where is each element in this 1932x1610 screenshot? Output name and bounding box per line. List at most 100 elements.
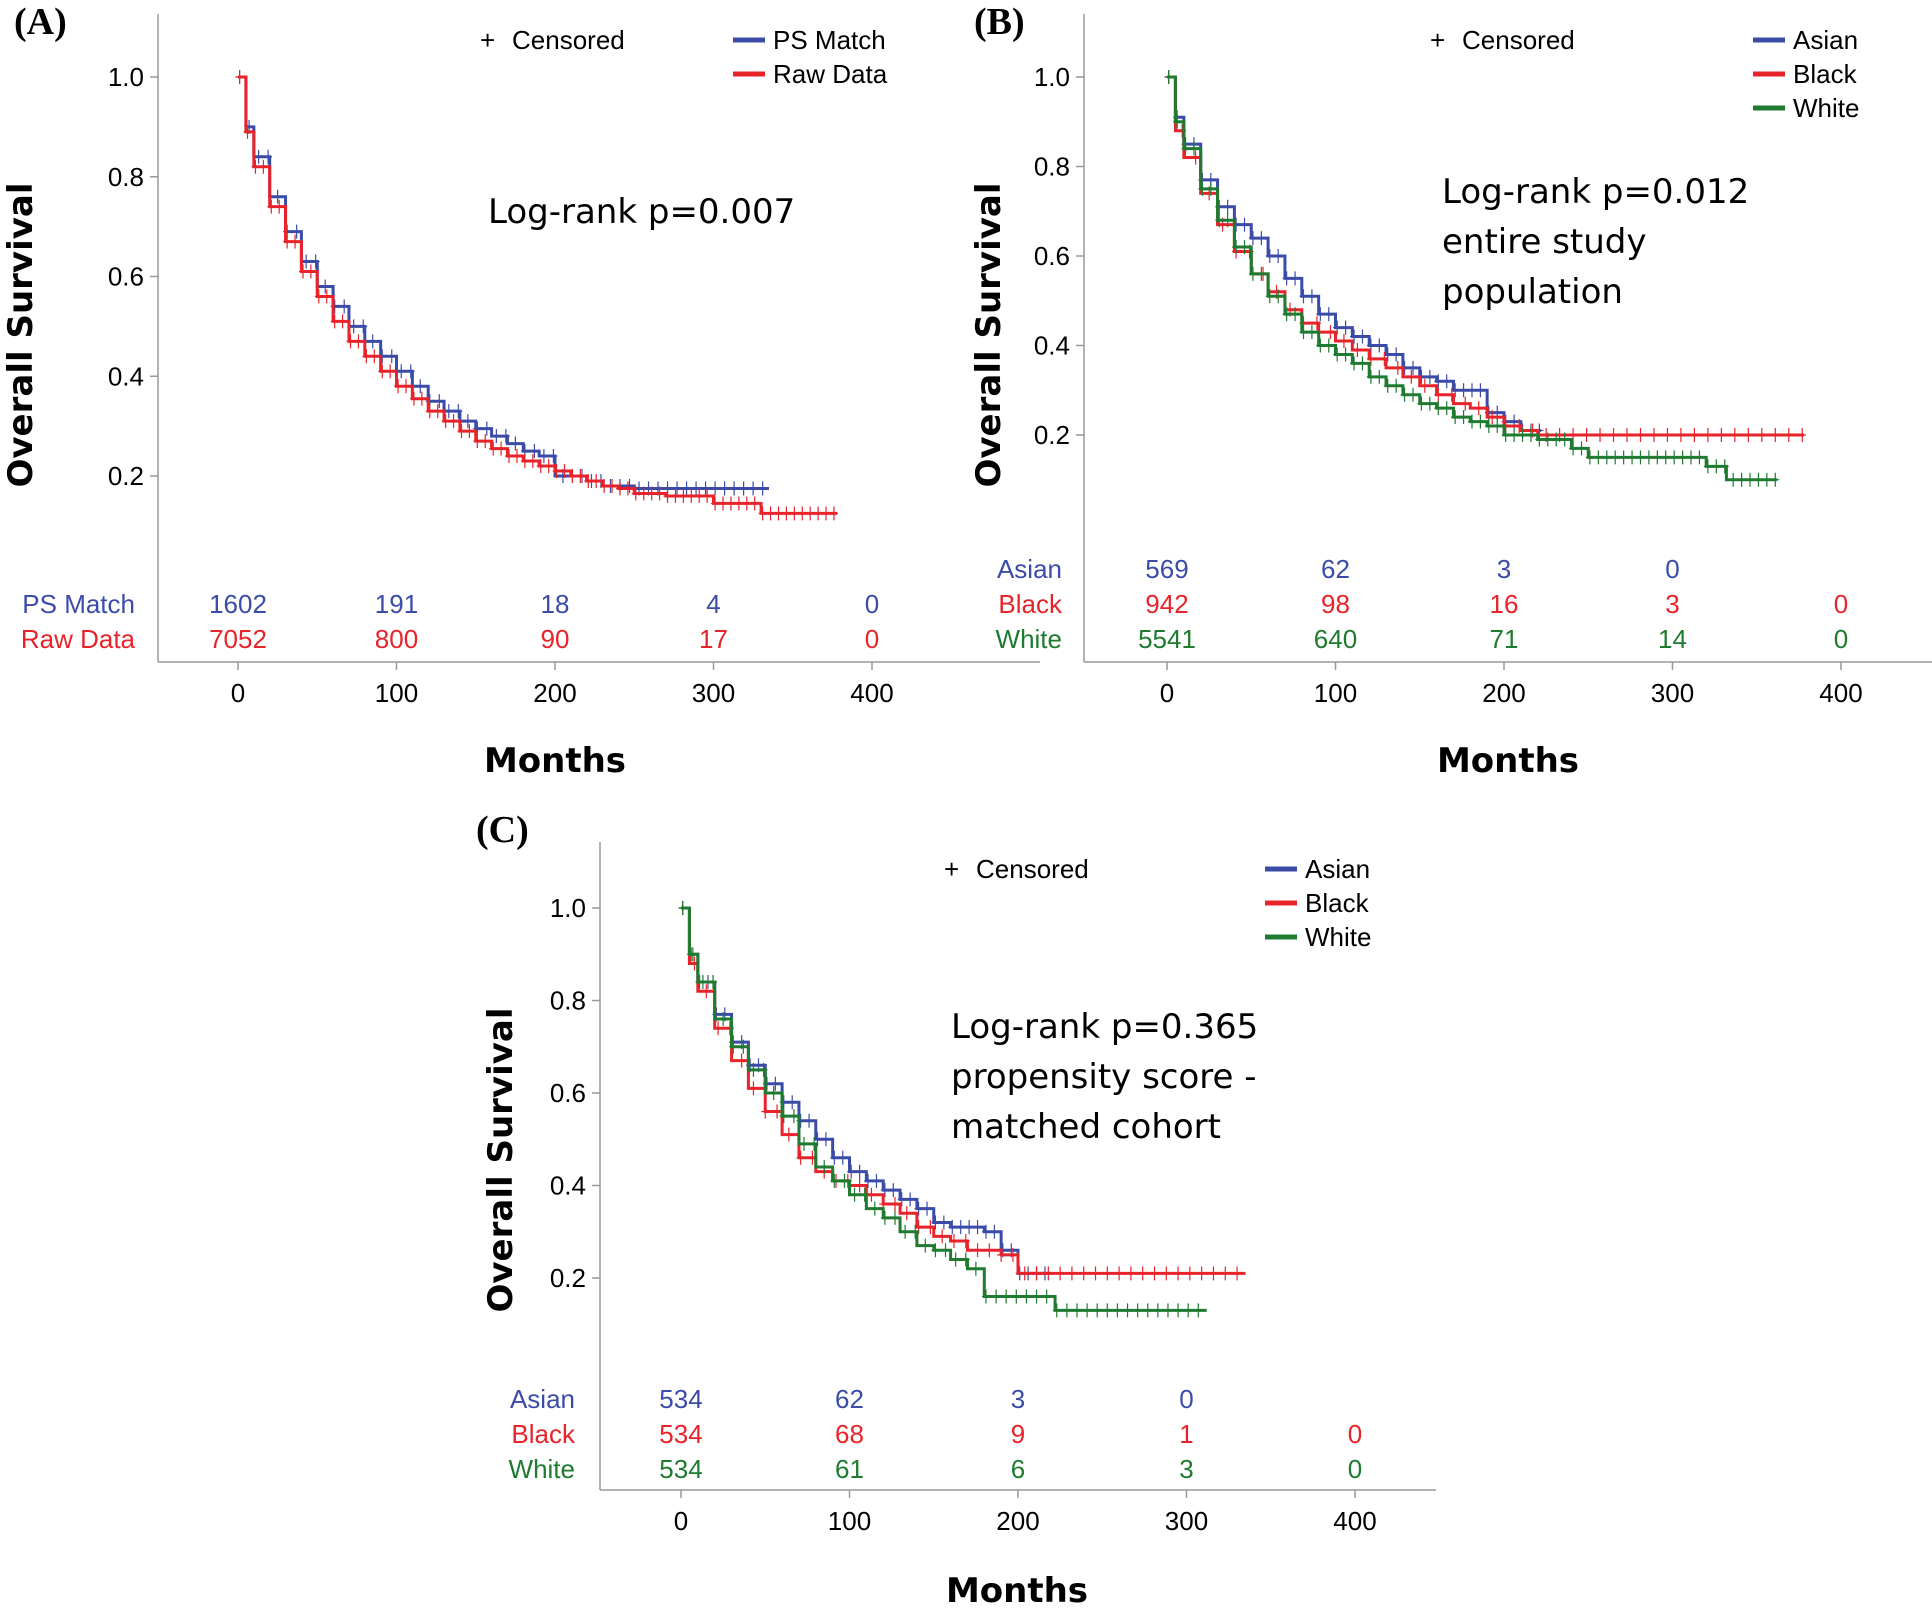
censored-legend-label: Censored [512,25,625,55]
at-risk-value: 191 [375,589,418,619]
x-axis-title: Months [484,741,626,781]
x-axis-title: Months [1437,741,1579,781]
at-risk-value: 3 [1011,1384,1025,1414]
at-risk-value: 534 [659,1454,702,1484]
x-tick-label: 100 [375,678,418,708]
y-tick-label: 0.8 [1034,152,1070,182]
at-risk-value: 534 [659,1384,702,1414]
legend-label-black: Black [1793,59,1858,89]
at-risk-label: PS Match [22,589,135,619]
at-risk-value: 942 [1145,589,1188,619]
at-risk-value: 62 [835,1384,864,1414]
log-rank-annotation: population [1442,272,1623,312]
x-tick-label: 200 [1482,678,1525,708]
km-curve-raw-data [238,75,838,515]
at-risk-label: Raw Data [21,624,136,654]
censor-marks-white [678,901,1203,1318]
at-risk-value: 1 [1179,1419,1193,1449]
at-risk-value: 0 [1179,1384,1193,1414]
x-tick-label: 400 [1819,678,1862,708]
at-risk-label: Black [998,589,1063,619]
at-risk-value: 0 [1834,624,1848,654]
x-tick-label: 300 [692,678,735,708]
at-risk-value: 90 [541,624,570,654]
x-tick-label: 200 [533,678,576,708]
at-risk-value: 0 [1834,589,1848,619]
y-tick-label: 0.8 [550,986,586,1016]
panel-label: (A) [14,1,67,43]
censored-legend-label: Censored [976,854,1089,884]
y-axis-title: Overall Survival [969,182,1009,487]
censored-symbol: + [480,25,495,55]
at-risk-value: 62 [1321,554,1350,584]
at-risk-label: Black [511,1419,576,1449]
x-tick-label: 400 [1333,1506,1376,1536]
y-tick-label: 1.0 [550,893,586,923]
panel-label: (C) [476,809,529,851]
at-risk-value: 640 [1314,624,1357,654]
at-risk-value: 68 [835,1419,864,1449]
at-risk-value: 71 [1490,624,1519,654]
y-tick-label: 0.8 [108,162,144,192]
at-risk-value: 5541 [1138,624,1196,654]
at-risk-value: 0 [1348,1454,1362,1484]
at-risk-value: 3 [1665,589,1679,619]
at-risk-value: 9 [1011,1419,1025,1449]
x-axis-title: Months [946,1571,1088,1610]
y-tick-label: 1.0 [1034,62,1070,92]
log-rank-annotation: Log-rank p=0.012 [1442,172,1749,212]
x-tick-label: 300 [1165,1506,1208,1536]
x-tick-label: 0 [231,678,245,708]
x-tick-label: 400 [850,678,893,708]
legend-label-asian: Asian [1305,854,1370,884]
at-risk-label: Asian [997,554,1062,584]
y-tick-label: 1.0 [108,62,144,92]
at-risk-value: 0 [865,589,879,619]
censored-symbol: + [1430,25,1445,55]
at-risk-label: White [509,1454,575,1484]
censor-marks-white [1164,70,1780,487]
at-risk-label: White [996,624,1062,654]
y-axis-title: Overall Survival [1,182,41,487]
x-tick-label: 300 [1651,678,1694,708]
y-tick-label: 0.2 [108,461,144,491]
censor-marks-raw-data [235,70,838,521]
at-risk-value: 6 [1011,1454,1025,1484]
at-risk-value: 4 [706,589,720,619]
censored-symbol: + [944,854,959,884]
legend-label-asian: Asian [1793,25,1858,55]
legend-label-black: Black [1305,888,1370,918]
at-risk-value: 17 [699,624,728,654]
x-tick-label: 200 [996,1506,1039,1536]
legend-label-ps-match: PS Match [773,25,886,55]
at-risk-value: 61 [835,1454,864,1484]
at-risk-value: 800 [375,624,418,654]
y-tick-label: 0.2 [1034,420,1070,450]
censor-marks-ps-match [235,70,767,496]
log-rank-annotation: entire study [1442,222,1647,262]
y-tick-label: 0.4 [1034,331,1070,361]
at-risk-value: 1602 [209,589,267,619]
legend-label-raw-data: Raw Data [773,59,888,89]
panel-a: (A) 0.2 0.4 0.6 0.8 1.0 0 100 200 300 400 Overall S… [1,1,1040,781]
at-risk-value: 569 [1145,554,1188,584]
at-risk-value: 14 [1658,624,1687,654]
x-tick-label: 100 [828,1506,871,1536]
y-tick-label: 0.6 [108,262,144,292]
log-rank-annotation: Log-rank p=0.365 [951,1007,1258,1047]
log-rank-annotation: Log-rank p=0.007 [488,192,795,232]
at-risk-value: 98 [1321,589,1350,619]
y-tick-label: 0.6 [550,1078,586,1108]
censored-legend-label: Censored [1462,25,1575,55]
at-risk-value: 3 [1179,1454,1193,1484]
at-risk-value: 0 [1348,1419,1362,1449]
legend-label-white: White [1305,922,1371,952]
x-tick-label: 0 [674,1506,688,1536]
at-risk-value: 534 [659,1419,702,1449]
y-tick-label: 0.4 [108,361,144,391]
legend-label-white: White [1793,93,1859,123]
x-tick-label: 100 [1314,678,1357,708]
